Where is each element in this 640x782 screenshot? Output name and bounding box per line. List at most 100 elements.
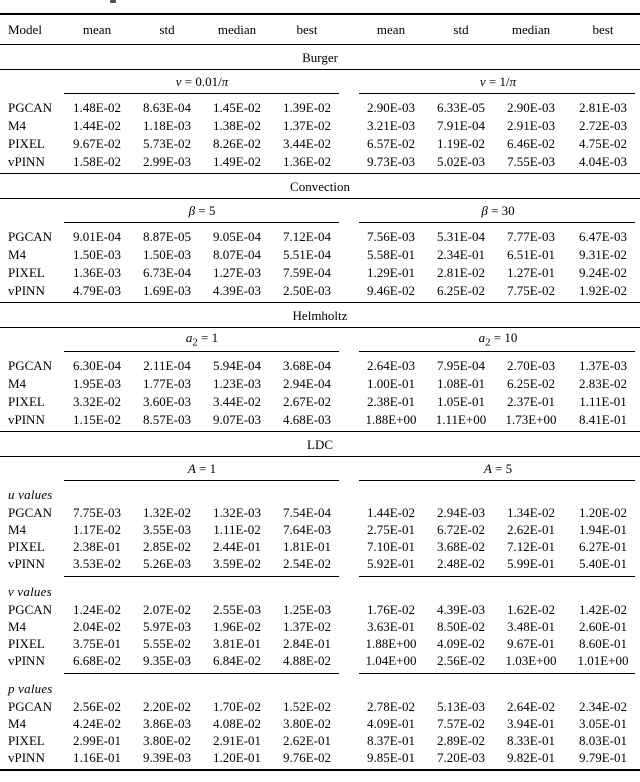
- value-cell: 3.63E-01: [366, 619, 416, 634]
- column-gap: [342, 263, 356, 281]
- value-cell: 4.24E-02: [72, 716, 122, 731]
- value-cell: 1.37E-02: [282, 117, 332, 133]
- value-cell: 1.01E+00: [577, 653, 629, 668]
- group-gap: [342, 457, 356, 481]
- table-row: PGCAN 7.75E-03 1.32E-02 1.32E-03 7.54E-04 1.4…: [0, 504, 640, 521]
- value-cell: 2.50E-03: [282, 282, 332, 298]
- table-row: PIXEL 2.38E-01 2.85E-02 2.44E-01 1.81E-01 7.1…: [0, 538, 640, 555]
- value-cell: 1.25E-03: [282, 602, 332, 617]
- value-cell: 1.17E-02: [72, 522, 122, 537]
- value-cell: 3.44E-02: [212, 393, 262, 409]
- value-cell: 1.81E-01: [282, 539, 332, 554]
- table-row: PGCAN 6.30E-04 2.11E-04 5.94E-04 3.68E-04 2.6…: [0, 356, 640, 374]
- table-row: M4 1.50E-03 1.50E-03 8.07E-04 5.51E-04 5.58E-…: [0, 245, 640, 263]
- col-header-mean: mean: [356, 14, 426, 45]
- table-row: PIXEL 3.32E-02 3.60E-03 3.44E-02 2.67E-02 2.3…: [0, 392, 640, 410]
- value-cell: 9.82E-01: [506, 750, 556, 765]
- table-header: Model mean std median best mean std medi…: [0, 14, 640, 45]
- value-cell: 1.42E-02: [578, 602, 628, 617]
- value-cell: 2.60E-01: [578, 619, 628, 634]
- value-cell: 1.76E-02: [366, 602, 416, 617]
- column-gap: [342, 538, 356, 555]
- column-gap: [342, 281, 356, 299]
- value-cell: 1.24E-02: [72, 602, 122, 617]
- value-cell: 2.64E-02: [506, 699, 556, 714]
- cmidrule-row: [0, 93, 640, 98]
- table-row: vPINN 1.15E-02 8.57E-03 9.07E-03 4.68E-03 1.8…: [0, 410, 640, 428]
- col-header-median: median: [202, 14, 272, 45]
- model-cell: PIXEL: [8, 636, 45, 651]
- cmidrule-right: [356, 576, 640, 582]
- value-cell: 5.40E-01: [578, 556, 628, 571]
- model-cell: vPINN: [8, 411, 45, 427]
- cmidrule-line: [359, 351, 635, 352]
- value-cell: 4.04E-03: [578, 153, 628, 169]
- subgroup-label: v values: [0, 582, 640, 601]
- cmidrule-line: [64, 576, 339, 577]
- section-title-block: LDC: [0, 432, 640, 457]
- value-cell: 7.57E-02: [436, 716, 486, 731]
- value-cell: 3.21E-03: [366, 117, 416, 133]
- group-gap: [0, 457, 62, 481]
- value-cell: 5.26E-03: [142, 556, 192, 571]
- cmidrule-row: [0, 576, 640, 582]
- column-gap: [342, 245, 356, 263]
- value-cell: 2.38E-01: [72, 539, 122, 554]
- value-cell: 7.54E-04: [282, 505, 332, 520]
- value-cell: 9.01E-04: [72, 228, 122, 244]
- value-cell: 5.51E-04: [282, 246, 332, 262]
- model-cell: PIXEL: [8, 539, 45, 554]
- value-cell: 1.36E-02: [282, 153, 332, 169]
- group-header-row: A = 1 A = 5: [0, 457, 640, 481]
- group-header: β = 5: [188, 203, 216, 218]
- group-header-row: ν = 0.01/π ν = 1/π: [0, 70, 640, 94]
- value-cell: 6.25E-02: [436, 282, 486, 298]
- value-cell: 7.10E-01: [366, 539, 416, 554]
- model-cell: PIXEL: [8, 135, 45, 151]
- section-data-block: a2 = 1 a2 = 10 PGCAN 6.30E-04 2.11E-04 5.94E-…: [0, 328, 640, 432]
- results-table: Model mean std median best mean std medi…: [0, 13, 640, 771]
- group-header: ν = 1/π: [479, 74, 517, 89]
- value-cell: 9.05E-04: [212, 228, 262, 244]
- col-header-model: Model: [0, 14, 62, 45]
- value-cell: 9.79E-01: [578, 750, 628, 765]
- cmidrule-line: [64, 480, 339, 481]
- column-gap: [342, 98, 356, 116]
- subgroup-label-text: u values: [8, 487, 53, 502]
- subgroup-label: u values: [0, 485, 640, 504]
- value-cell: 2.11E-04: [143, 357, 191, 373]
- value-cell: 9.31E-02: [578, 246, 628, 262]
- value-cell: 8.60E-01: [578, 636, 628, 651]
- table-row: PIXEL 9.67E-02 5.73E-02 8.26E-02 3.44E-02 6.5…: [0, 134, 640, 152]
- table-row: vPINN 3.53E-02 5.26E-03 3.59E-02 2.54E-02 5.9…: [0, 555, 640, 572]
- value-cell: 2.94E-03: [436, 505, 486, 520]
- group-gap: [342, 70, 356, 94]
- value-cell: 2.37E-01: [506, 393, 556, 409]
- value-cell: 3.80E-02: [282, 716, 332, 731]
- cmidrule-row: [0, 222, 640, 227]
- value-cell: 1.62E-02: [506, 602, 556, 617]
- value-cell: 1.08E-01: [436, 375, 486, 391]
- value-cell: 2.04E-02: [72, 619, 122, 634]
- subgroup-label: p values: [0, 679, 640, 698]
- table-row: M4 2.04E-02 5.97E-03 1.96E-02 1.37E-02 3.63E-…: [0, 618, 640, 635]
- value-cell: 7.56E-03: [366, 228, 416, 244]
- value-cell: 1.50E-03: [72, 246, 122, 262]
- value-cell: 6.73E-04: [142, 264, 192, 280]
- group-header: A = 5: [483, 461, 513, 476]
- value-cell: 2.62E-01: [506, 522, 556, 537]
- subgroup-label-row: u values: [0, 485, 640, 504]
- value-cell: 1.45E-02: [212, 99, 262, 115]
- value-cell: 4.09E-01: [366, 716, 416, 731]
- table-row: vPINN 1.16E-01 9.39E-03 1.20E-01 9.76E-02 9.8…: [0, 749, 640, 766]
- model-cell: PGCAN: [8, 228, 53, 244]
- table-row: PGCAN 1.24E-02 2.07E-02 2.55E-03 1.25E-03 1.7…: [0, 601, 640, 618]
- value-cell: 7.12E-01: [506, 539, 556, 554]
- value-cell: 8.63E-04: [142, 99, 192, 115]
- cmidrule-left: [62, 673, 342, 679]
- cmidrule-line: [64, 673, 339, 674]
- model-cell: M4: [8, 246, 27, 262]
- table-row: PIXEL 3.75E-01 5.55E-02 3.81E-01 2.84E-01 1.8…: [0, 635, 640, 652]
- value-cell: 2.20E-02: [142, 699, 192, 714]
